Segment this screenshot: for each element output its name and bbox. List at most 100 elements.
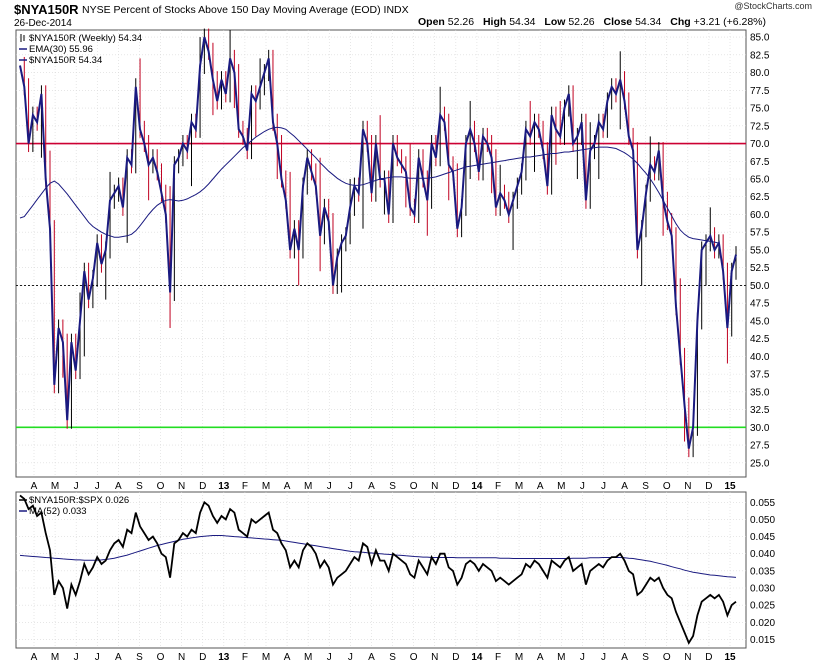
ratio-x-tick-label: N [684,652,691,663]
ratio-x-tick-label: S [642,652,649,663]
high-value: 54.34 [509,16,536,28]
main-y-tick-label: 42.5 [750,334,770,345]
main-y-tick-label: 47.5 [750,299,770,310]
ratio-x-tick-label: N [431,652,438,663]
ema30-line [19,126,720,244]
main-x-tick-label: N [431,481,438,492]
main-y-tick-label: 45.0 [750,316,770,327]
open-value: 52.26 [447,16,475,28]
ratio-x-tick-label: 14 [471,652,483,663]
close-label: Close [603,16,633,28]
main-y-tick-label: 70.0 [750,139,770,150]
main-legend-label: $NYA150R 54.34 [29,55,102,66]
ratio-x-tick-label: S [136,652,143,663]
ratio-panel-frame [15,491,747,649]
ratio-y-tick-label: 0.050 [750,515,775,526]
main-x-tick-label: N [178,481,185,492]
ratio-y-tick-label: 0.055 [750,498,775,509]
ratio-x-tick-label: J [95,652,100,663]
chg-value: +3.21 (+6.28%) [693,16,766,28]
main-x-tick-label: J [601,481,606,492]
main-y-tick-label: 57.5 [750,228,770,239]
ohlc-readout: Open 52.26 High 54.34 Low 52.26 Close 54… [412,16,766,28]
main-x-tick-label: D [199,481,206,492]
ratio-x-tick-label: A [31,652,38,663]
main-y-tick-label: 35.0 [750,387,770,398]
ratio-x-tick-label: N [178,652,185,663]
main-x-tick-label: 14 [471,481,483,492]
ratio-x-tick-label: O [663,652,671,663]
main-y-tick-label: 25.0 [750,458,770,469]
main-y-tick-label: 67.5 [750,157,770,168]
main-y-tick-label: 50.0 [750,281,770,292]
main-x-tick-label: M [304,481,312,492]
ratio-x-tick-label: A [621,652,628,663]
main-y-tick-label: 77.5 [750,86,770,97]
main-y-tick-label: 30.0 [750,423,770,434]
chart-date: 26-Dec-2014 [14,18,72,29]
ratio-x-tick-label: M [51,652,59,663]
main-x-tick-label: D [452,481,459,492]
price-line [19,36,737,449]
main-x-tick-label: J [348,481,353,492]
close-value: 54.34 [635,16,662,28]
main-y-tick-label: 37.5 [750,370,770,381]
main-x-tick-label: 15 [724,481,736,492]
main-x-tick-label: O [410,481,418,492]
main-x-tick-label: M [51,481,59,492]
ratio-y-tick-label: 0.040 [750,549,775,560]
main-x-tick-label: N [684,481,691,492]
main-x-tick-label: O [157,481,165,492]
ratio-x-tick-label: D [452,652,459,663]
main-x-tick-label: S [389,481,396,492]
ratio-legend-label: $NYA150R:$SPX 0.026 [29,495,129,506]
low-label: Low [544,16,566,28]
main-y-tick-label: 85.0 [750,33,770,44]
ratio-x-tick-label: F [495,652,501,663]
main-y-tick-label: 60.0 [750,210,770,221]
ratio-x-tick-label: A [537,652,544,663]
ratio-y-tick-label: 0.020 [750,618,775,629]
main-x-tick-label: A [284,481,291,492]
ratio-x-tick-label: 15 [724,652,736,663]
chart-symbol: $NYA150R [14,2,79,17]
ratio-x-tick-label: F [242,652,248,663]
main-x-tick-label: A [537,481,544,492]
brand-watermark: @StockCharts.com [734,1,812,11]
main-legend-label: EMA(30) 55.96 [29,44,93,55]
low-value: 52.26 [568,16,595,28]
ratio-x-tick-label: J [348,652,353,663]
ratio-x-tick-label: S [389,652,396,663]
main-y-tick-label: 40.0 [750,352,770,363]
main-x-tick-label: D [705,481,712,492]
main-y-tick-label: 82.5 [750,50,770,61]
ratio-x-tick-label: A [115,652,122,663]
main-x-tick-label: A [621,481,628,492]
ratio-x-tick-label: O [410,652,418,663]
main-x-tick-label: J [327,481,332,492]
ratio-x-tick-label: D [199,652,206,663]
main-x-tick-label: J [95,481,100,492]
main-x-tick-label: F [495,481,501,492]
main-x-tick-label: S [642,481,649,492]
main-x-tick-label: A [368,481,375,492]
main-legend-label: $NYA150R (Weekly) 54.34 [29,33,142,44]
main-y-tick-label: 52.5 [750,263,770,274]
main-x-tick-label: M [262,481,270,492]
main-x-tick-label: F [242,481,248,492]
ratio-x-tick-label: J [601,652,606,663]
main-y-tick-label: 80.0 [750,68,770,79]
main-y-tick-label: 75.0 [750,104,770,115]
main-x-tick-label: J [74,481,79,492]
main-y-tick-label: 62.5 [750,192,770,203]
ratio-x-tick-label: M [262,652,270,663]
main-x-tick-label: A [31,481,38,492]
main-x-tick-label: A [115,481,122,492]
main-x-tick-label: J [580,481,585,492]
main-x-tick-label: O [663,481,671,492]
chart-description: NYSE Percent of Stocks Above 150 Day Mov… [82,4,409,16]
ratio-x-tick-label: D [705,652,712,663]
main-y-tick-label: 65.0 [750,175,770,186]
